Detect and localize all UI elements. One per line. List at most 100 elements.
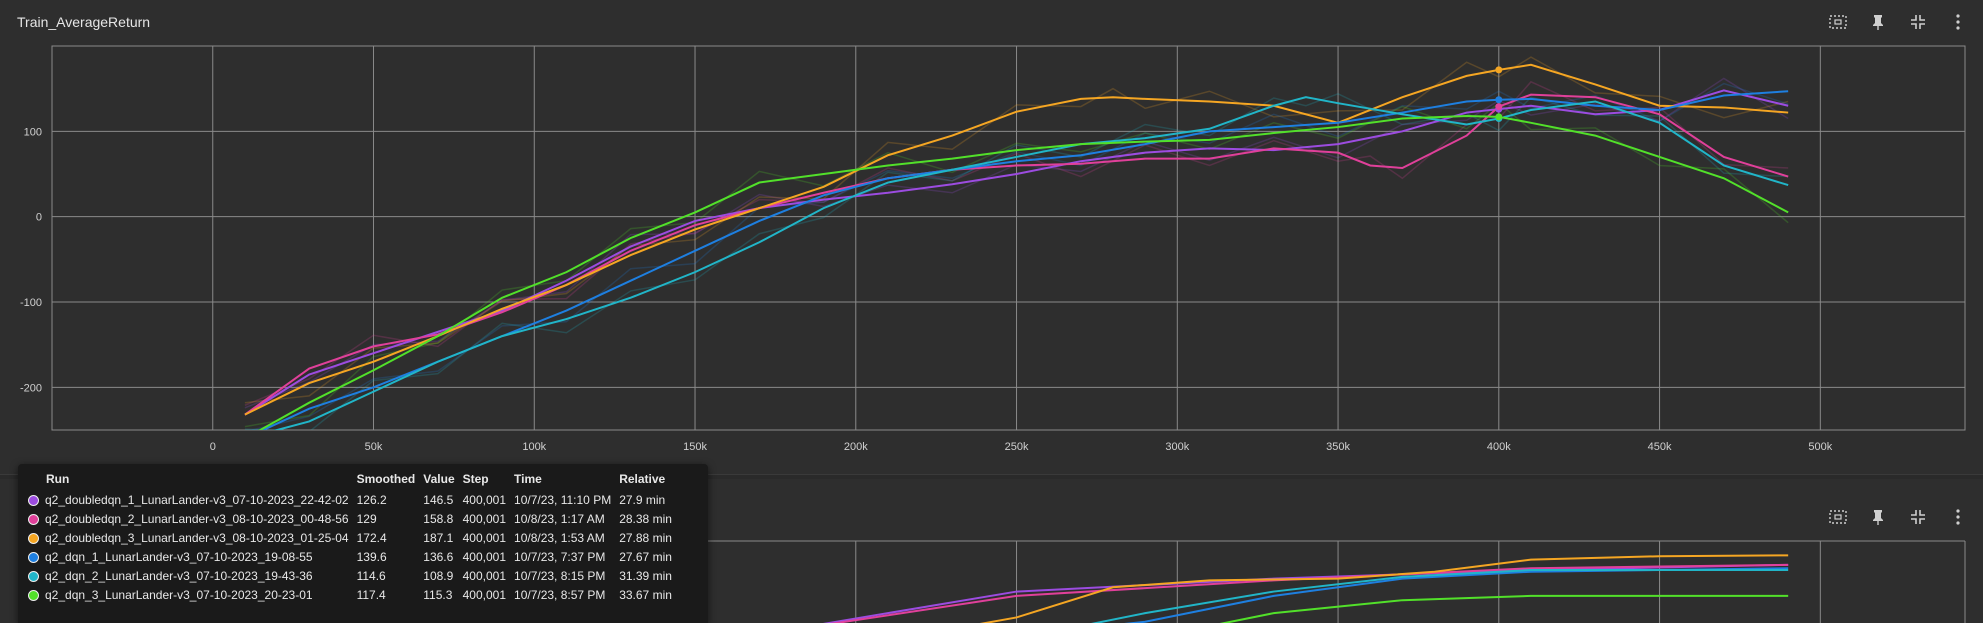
fit-domain-icon [1829,15,1847,29]
more-vert-icon [1956,14,1960,30]
tooltip-row: q2_dqn_3_LunarLander-v3_07-10-2023_20-23… [24,586,676,605]
x-tick-label: 450k [1648,441,1672,453]
line-chart-train-average-return[interactable]: 0 50k 100k 150k 200k 250k 300k 350k 400k 450k 500k… [0,0,1983,474]
tooltip-header-time: Time [514,472,542,486]
chart-title: Train_AverageReturn [17,14,151,30]
tooltip-header-run: Run [46,472,70,486]
x-tick-label: 500k [1808,441,1832,453]
pin-icon [1873,510,1883,525]
tooltip-cell-step: 400,001 [462,588,507,602]
run-name: q2_dqn_2_LunarLander-v3_07-10-2023_19-43… [45,569,313,583]
tooltip-cell-smoothed: 117.4 [356,588,386,602]
x-tick-label: 0 [210,441,216,453]
x-tick-label: 350k [1326,441,1350,453]
line-chart-bottom[interactable] [0,479,1983,623]
collapse-button[interactable] [1903,10,1933,34]
hover-tooltip: Run Smoothed Value Step Time Relative q2… [18,464,708,623]
x-tick-label: 400k [1487,441,1511,453]
series-group [244,56,1789,439]
more-options-button[interactable] [1943,10,1973,34]
x-tick-label: 100k [522,441,546,453]
pin-icon [1873,15,1883,30]
x-tick-label: 50k [365,441,383,453]
more-vert-icon [1956,509,1960,525]
tooltip-row: q2_dqn_2_LunarLander-v3_07-10-2023_19-43… [24,567,676,586]
fit-domain-button[interactable] [1823,505,1853,529]
tooltip-cell-smoothed: 129 [356,512,377,526]
series-line[interactable] [244,63,1789,416]
tooltip-cell-relative: 27.9 min [619,493,666,507]
series-line[interactable] [1017,569,1789,623]
plot-frame [51,45,1966,431]
tooltip-cell-run: q2_dqn_1_LunarLander-v3_07-10-2023_19-08… [24,548,353,567]
series-line[interactable] [245,114,1789,439]
tooltip-cell-value: 187.1 [423,531,454,545]
tooltip-cell-smoothed: 126.2 [356,493,387,507]
tooltip-cell-value: 108.9 [423,569,454,583]
tooltip-row: q2_doubledqn_3_LunarLander-v3_08-10-2023… [24,529,676,548]
x-tick-label: 300k [1165,441,1189,453]
pin-button[interactable] [1863,10,1893,34]
more-options-button[interactable] [1943,505,1973,529]
hover-point [1495,113,1503,121]
chart-card-top: Train_AverageReturn 0 50k 100k 150k 200k 250k… [0,0,1983,475]
run-color-dot [28,571,39,583]
hover-point [1495,103,1503,111]
series-line[interactable] [920,554,1789,623]
pin-button[interactable] [1863,505,1893,529]
collapse-button[interactable] [1903,505,1933,529]
tooltip-cell-value: 158.8 [423,512,454,526]
tooltip-cell-run: q2_doubledqn_3_LunarLander-v3_08-10-2023… [24,529,353,548]
run-name: q2_dqn_3_LunarLander-v3_07-10-2023_20-23… [45,588,313,602]
fit-domain-button[interactable] [1823,10,1853,34]
tooltip-cell-run: q2_doubledqn_1_LunarLander-v3_07-10-2023… [24,491,353,510]
tooltip-cell-relative: 27.88 min [619,531,672,545]
run-name: q2_dqn_1_LunarLander-v3_07-10-2023_19-08… [45,550,313,564]
series-line[interactable] [502,563,1789,623]
tooltip-row: q2_doubledqn_1_LunarLander-v3_07-10-2023… [24,491,676,510]
run-name: q2_doubledqn_3_LunarLander-v3_08-10-2023… [45,531,349,545]
x-tick-label: 250k [1005,441,1029,453]
run-color-dot [28,552,39,564]
fit-domain-icon [1829,510,1847,524]
tooltip-cell-step: 400,001 [462,569,507,583]
tooltip-cell-value: 115.3 [423,588,453,602]
tooltip-cell-relative: 28.38 min [619,512,672,526]
tooltip-cell-step: 400,001 [462,531,507,545]
x-tick-label: 150k [683,441,707,453]
collapse-icon [1911,510,1925,524]
y-tick-label: 0 [36,212,42,224]
tooltip-cell-relative: 27.67 min [619,550,672,564]
tooltip-cell-smoothed: 139.6 [356,550,387,564]
run-color-dot [28,590,39,602]
tooltip-header-row: Run Smoothed Value Step Time Relative [24,472,676,491]
hover-point [1495,66,1503,74]
run-name: q2_doubledqn_1_LunarLander-v3_07-10-2023… [45,493,349,507]
tooltip-cell-time: 10/7/23, 8:15 PM [514,569,606,583]
tooltip-header-step: Step [462,472,489,486]
y-tick-label: -100 [20,297,42,309]
series-line[interactable] [245,90,1789,438]
tooltip-cell-step: 400,001 [462,493,507,507]
run-color-dot [28,495,39,507]
tooltip-cell-step: 400,001 [462,512,507,526]
tooltip-cell-time: 10/8/23, 1:53 AM [514,531,605,545]
run-color-dot [28,514,39,526]
tooltip-cell-run: q2_dqn_2_LunarLander-v3_07-10-2023_19-43… [24,567,353,586]
tooltip-cell-value: 146.5 [423,493,454,507]
tooltip-cell-time: 10/7/23, 11:10 PM [514,493,612,507]
tooltip-cell-value: 136.6 [423,550,454,564]
tooltip-cell-time: 10/8/23, 1:17 AM [514,512,605,526]
tooltip-header-value: Value [423,472,455,486]
tooltip-cell-time: 10/7/23, 7:37 PM [514,550,606,564]
chart-toolbar [1823,10,1973,34]
tooltip-cell-time: 10/7/23, 8:57 PM [514,588,606,602]
series-raw-line [244,92,1789,430]
tooltip-header-smoothed: Smoothed [356,472,416,486]
series-line[interactable] [1145,594,1789,623]
tooltip-cell-smoothed: 114.6 [356,569,386,583]
collapse-icon [1911,15,1925,29]
series-raw-line [244,80,1789,406]
tooltip-cell-run: q2_dqn_3_LunarLander-v3_07-10-2023_20-23… [24,586,353,605]
tooltip-row: q2_doubledqn_2_LunarLander-v3_08-10-2023… [24,510,676,529]
